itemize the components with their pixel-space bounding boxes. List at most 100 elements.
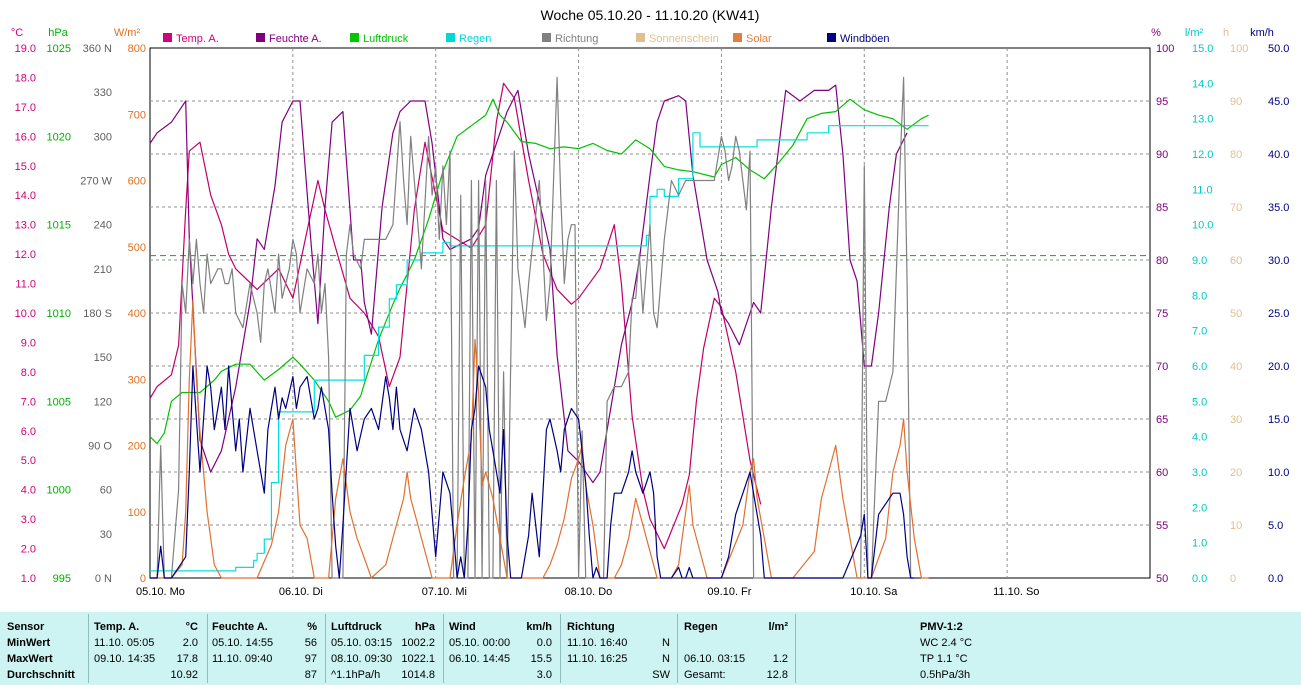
- x-label: 08.10. Do: [565, 586, 613, 598]
- tick-label-rain: 7.0: [1192, 326, 1207, 338]
- tick-label-temp: 16.0: [15, 131, 36, 143]
- series-layer: [149, 76, 929, 579]
- tick-label-temp: 12.0: [15, 249, 36, 261]
- legend-label: Luftdruck: [363, 33, 409, 45]
- tick-label-rain: 13.0: [1192, 114, 1213, 126]
- chart-title: Woche 05.10.20 - 11.10.20 (KW41): [541, 7, 760, 23]
- tick-label-humidity: 60: [1156, 467, 1168, 479]
- tick-label-temp: 4.0: [21, 485, 36, 497]
- max-rain-value: 1.2: [772, 653, 788, 665]
- tick-label-solar: 100: [128, 507, 146, 519]
- header-rain-unit: l/m²: [768, 621, 788, 633]
- tick-label-rain: 5.0: [1192, 396, 1207, 408]
- tick-label-direction: 240: [94, 220, 112, 232]
- tick-label-solar: 700: [128, 109, 146, 121]
- legend-label: Temp. A.: [176, 33, 219, 45]
- tick-label-temp: 11.0: [15, 279, 36, 291]
- tick-label-direction: 270 W: [80, 176, 112, 188]
- tick-label-direction: 0 N: [95, 573, 112, 585]
- unit-label-rain: l/m²: [1185, 27, 1204, 39]
- tick-label-wind: 5.0: [1268, 520, 1283, 532]
- series-line-humidity: [149, 84, 908, 484]
- max-temp-time: 09.10. 14:35: [94, 653, 156, 665]
- tick-label-wind: 50.0: [1268, 43, 1289, 55]
- avg-wind-value: 3.0: [536, 669, 552, 681]
- tick-label-direction: 30: [100, 529, 112, 541]
- tick-label-solar: 300: [128, 374, 146, 386]
- legend-swatch: [733, 33, 742, 42]
- tick-label-temp: 6.0: [21, 426, 36, 438]
- tick-label-solar: 0: [140, 573, 146, 585]
- tick-label-temp: 17.0: [15, 102, 36, 114]
- tick-label-rain: 10.0: [1192, 220, 1213, 232]
- max-wind-value: 15.5: [530, 653, 552, 665]
- x-axis-labels: 05.10. Mo 06.10. Di 07.10. Mi 08.10. Do 09.1…: [136, 586, 1039, 598]
- tick-label-solar: 200: [128, 441, 146, 453]
- x-label: 09.10. Fr: [707, 586, 751, 598]
- tick-label-solar: 800: [128, 43, 146, 55]
- tick-label-humidity: 55: [1156, 520, 1168, 532]
- min-temp-value: 2.0: [182, 637, 198, 649]
- tick-label-temp: 8.0: [21, 367, 36, 379]
- statistics-table: Sensor Temp. A. °C Feuchte A. % Luftdruc…: [0, 612, 1301, 685]
- tick-label-temp: 18.0: [15, 72, 36, 84]
- tick-label-solar: 400: [128, 308, 146, 320]
- series-line-solar: [150, 299, 929, 579]
- avg-press-value: 1014.8: [401, 669, 435, 681]
- legend-label: Sonnenschein: [649, 33, 719, 45]
- legend-swatch: [636, 33, 645, 42]
- avg-hum-value: 87: [304, 669, 317, 681]
- unit-label-temp: °C: [11, 27, 23, 39]
- tick-label-direction: 300: [94, 131, 112, 143]
- tick-label-pressure: 1015: [47, 220, 71, 232]
- legend-swatch: [256, 33, 265, 42]
- row-label-min: MinWert: [7, 637, 51, 649]
- legend-swatch: [446, 33, 455, 42]
- header-wind: Wind: [449, 621, 476, 633]
- unit-label-humidity: %: [1151, 27, 1161, 39]
- tick-label-sunshine: 0: [1230, 573, 1236, 585]
- avg-temp-value: 10.92: [170, 669, 198, 681]
- tick-label-sunshine: 70: [1230, 202, 1242, 214]
- tick-label-temp: 5.0: [21, 455, 36, 467]
- series-line-pressure: [149, 98, 929, 445]
- header-pressure: Luftdruck: [331, 621, 382, 633]
- header-pmv: PMV-1:2: [920, 621, 963, 633]
- rain-total-value: 12.8: [766, 669, 788, 681]
- tick-label-wind: 15.0: [1268, 414, 1289, 426]
- tick-label-pressure: 1025: [47, 43, 71, 55]
- tick-label-temp: 13.0: [15, 220, 36, 232]
- tick-label-wind: 30.0: [1268, 255, 1289, 267]
- tick-label-humidity: 85: [1156, 202, 1168, 214]
- min-wind-value: 0.0: [536, 637, 552, 649]
- tick-label-temp: 14.0: [15, 190, 36, 202]
- tick-label-temp: 15.0: [15, 161, 36, 173]
- min-dir-time: 11.10. 16:40: [567, 637, 628, 649]
- tick-label-wind: 0.0: [1268, 573, 1283, 585]
- tick-label-direction: 60: [100, 485, 112, 497]
- max-wind-time: 06.10. 14:45: [449, 653, 511, 665]
- max-press-value: 1022.1: [401, 653, 435, 665]
- min-hum-value: 56: [304, 637, 317, 649]
- pmv-wc: WC 2.4 °C: [920, 637, 973, 649]
- tick-label-wind: 40.0: [1268, 149, 1289, 161]
- legend-swatch: [827, 33, 836, 42]
- tick-label-rain: 8.0: [1192, 290, 1207, 302]
- header-temp: Temp. A.: [94, 621, 140, 633]
- x-label: 05.10. Mo: [136, 586, 185, 598]
- tick-label-temp: 9.0: [21, 337, 36, 349]
- tick-label-temp: 10.0: [15, 308, 36, 320]
- max-press-time: 08.10. 09:30: [331, 653, 393, 665]
- series-line-wind: [150, 365, 915, 579]
- pmv-trend: 0.5hPa/3h: [920, 669, 971, 681]
- legend-label: Richtung: [555, 33, 598, 45]
- tick-label-solar: 600: [128, 176, 146, 188]
- header-temp-unit: °C: [185, 621, 198, 633]
- tick-label-rain: 3.0: [1192, 467, 1207, 479]
- legend: Temp. A. Feuchte A. Luftdruck Regen Richtung…: [163, 33, 890, 45]
- unit-label-sunshine: h: [1223, 27, 1229, 39]
- tick-label-rain: 0.0: [1192, 573, 1207, 585]
- tick-label-humidity: 100: [1156, 43, 1174, 55]
- x-label: 06.10. Di: [279, 586, 323, 598]
- legend-swatch: [163, 33, 172, 42]
